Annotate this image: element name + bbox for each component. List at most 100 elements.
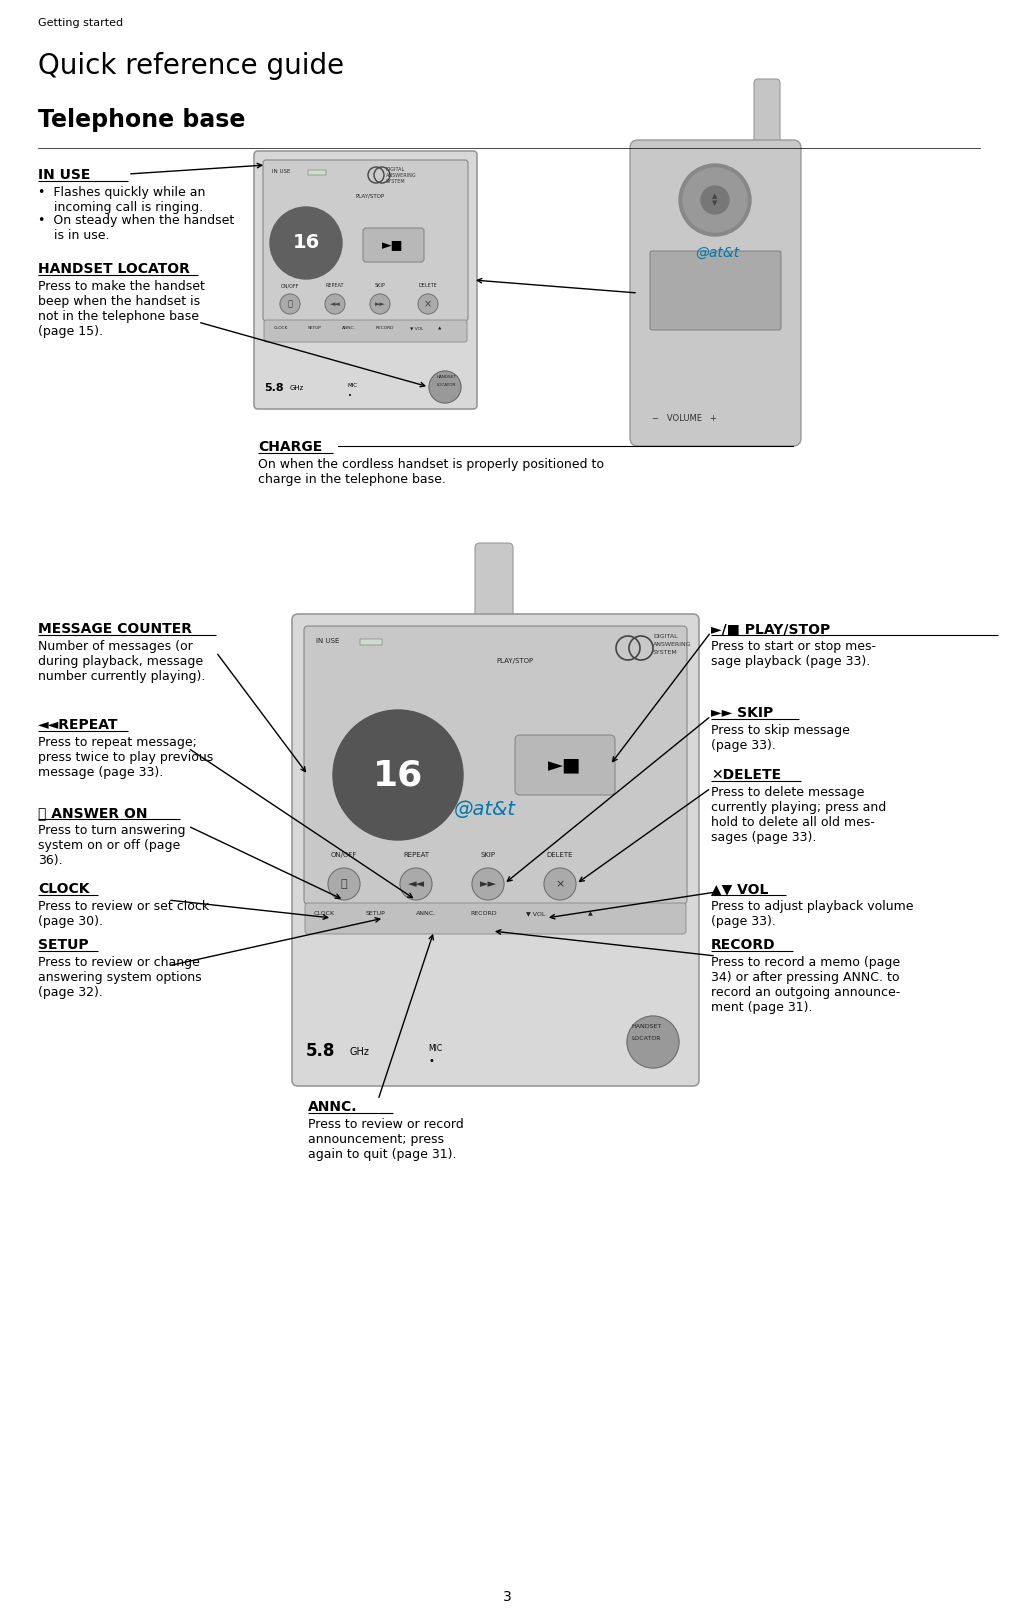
- Text: @at&t: @at&t: [695, 247, 739, 260]
- Text: DELETE: DELETE: [547, 852, 573, 858]
- Circle shape: [333, 710, 463, 840]
- Circle shape: [270, 208, 342, 279]
- Text: DELETE: DELETE: [419, 282, 437, 289]
- Text: Quick reference guide: Quick reference guide: [38, 52, 344, 79]
- Text: Press to delete message
currently playing; press and
hold to delete all old mes-: Press to delete message currently playin…: [711, 787, 886, 843]
- Text: ►■: ►■: [549, 756, 582, 774]
- Text: ✕DELETE: ✕DELETE: [711, 767, 781, 782]
- Text: •: •: [348, 393, 352, 399]
- Text: ANSWERING: ANSWERING: [386, 174, 417, 178]
- Text: MIC: MIC: [348, 383, 358, 388]
- Text: MESSAGE COUNTER: MESSAGE COUNTER: [38, 621, 192, 636]
- Text: ▲▼ VOL: ▲▼ VOL: [711, 882, 769, 895]
- Text: ►► SKIP: ►► SKIP: [711, 706, 774, 720]
- Text: PLAY/STOP: PLAY/STOP: [356, 193, 385, 198]
- Text: Number of messages (or
during playback, message
number currently playing).: Number of messages (or during playback, …: [38, 641, 206, 683]
- Text: RECORD: RECORD: [376, 326, 394, 329]
- Text: •  On steady when the handset
    is in use.: • On steady when the handset is in use.: [38, 214, 234, 242]
- Text: ►/■ PLAY/STOP: ►/■ PLAY/STOP: [711, 621, 830, 636]
- Text: 5.8: 5.8: [264, 383, 284, 393]
- Text: Press to adjust playback volume
(page 33).: Press to adjust playback volume (page 33…: [711, 900, 914, 928]
- Text: ⏻: ⏻: [341, 879, 348, 889]
- Text: LOCATOR: LOCATOR: [631, 1036, 660, 1041]
- Text: ×: ×: [424, 298, 432, 310]
- Text: ►►: ►►: [374, 302, 385, 307]
- Text: 16: 16: [373, 757, 423, 792]
- Text: Telephone base: Telephone base: [38, 109, 245, 131]
- Text: IN USE: IN USE: [316, 637, 340, 644]
- Text: ◄◄REPEAT: ◄◄REPEAT: [38, 719, 119, 732]
- Text: CLOCK: CLOCK: [274, 326, 288, 329]
- Text: HANDSET: HANDSET: [631, 1023, 661, 1028]
- Text: •: •: [428, 1056, 434, 1066]
- Circle shape: [280, 294, 300, 315]
- Circle shape: [325, 294, 345, 315]
- Text: DIGITAL: DIGITAL: [386, 167, 406, 172]
- FancyBboxPatch shape: [264, 320, 467, 342]
- Text: ◄◄: ◄◄: [408, 879, 425, 889]
- Text: ▲: ▲: [588, 912, 593, 916]
- Text: SYSTEM: SYSTEM: [653, 650, 677, 655]
- Text: 5.8: 5.8: [306, 1041, 336, 1061]
- Text: SKIP: SKIP: [481, 852, 496, 858]
- FancyBboxPatch shape: [630, 139, 801, 446]
- Text: HANDSET LOCATOR: HANDSET LOCATOR: [38, 263, 190, 276]
- Text: ×: ×: [556, 879, 565, 889]
- Text: IN USE: IN USE: [38, 169, 90, 182]
- Text: 16: 16: [292, 234, 319, 253]
- Text: LOCATOR: LOCATOR: [437, 383, 456, 388]
- Circle shape: [418, 294, 438, 315]
- Text: Press to review or set clock
(page 30).: Press to review or set clock (page 30).: [38, 900, 209, 928]
- Text: ►■: ►■: [382, 238, 404, 251]
- Text: ANNC.: ANNC.: [342, 326, 356, 329]
- Circle shape: [683, 169, 747, 232]
- Text: ON/OFF: ON/OFF: [281, 282, 299, 289]
- Text: SETUP: SETUP: [308, 326, 321, 329]
- Circle shape: [701, 187, 729, 214]
- Circle shape: [627, 1015, 679, 1067]
- Text: −   VOLUME   +: − VOLUME +: [652, 414, 717, 423]
- Text: PLAY/STOP: PLAY/STOP: [497, 659, 533, 663]
- Text: CLOCK: CLOCK: [314, 912, 335, 916]
- Text: ▲
▼: ▲ ▼: [712, 193, 718, 206]
- FancyBboxPatch shape: [515, 735, 615, 795]
- Text: ⏻ ANSWER ON: ⏻ ANSWER ON: [38, 806, 147, 821]
- Text: Press to review or change
answering system options
(page 32).: Press to review or change answering syst…: [38, 955, 202, 999]
- Text: Press to skip message
(page 33).: Press to skip message (page 33).: [711, 723, 850, 753]
- FancyBboxPatch shape: [754, 79, 780, 157]
- Text: Press to repeat message;
press ​twice​ to play previous
message (page 33).: Press to repeat message; press ​twice​ t…: [38, 736, 213, 779]
- Text: @at&t: @at&t: [454, 800, 516, 819]
- FancyBboxPatch shape: [305, 903, 686, 934]
- Text: Press to start or stop mes-
sage playback (page 33).: Press to start or stop mes- sage playbac…: [711, 641, 876, 668]
- FancyBboxPatch shape: [263, 161, 468, 321]
- Text: Press to record a memo (page
34) or after pressing ANNC. to
record an outgoing a: Press to record a memo (page 34) or afte…: [711, 955, 900, 1014]
- Text: DIGITAL: DIGITAL: [653, 634, 677, 639]
- FancyBboxPatch shape: [292, 615, 699, 1087]
- Text: Press to review or record
announcement; press
again to quit (page 31).: Press to review or record announcement; …: [308, 1118, 463, 1161]
- Text: SKIP: SKIP: [374, 282, 385, 289]
- Text: GHz: GHz: [350, 1046, 370, 1058]
- Circle shape: [328, 868, 360, 900]
- Text: 3: 3: [503, 1590, 511, 1604]
- Text: REPEAT: REPEAT: [403, 852, 429, 858]
- Text: Getting started: Getting started: [38, 18, 123, 28]
- Text: •  Flashes quickly while an
    incoming call is ringing.: • Flashes quickly while an incoming call…: [38, 187, 206, 214]
- Text: MIC: MIC: [428, 1045, 442, 1053]
- Text: ▼ VOL: ▼ VOL: [526, 912, 546, 916]
- FancyBboxPatch shape: [304, 626, 687, 903]
- Text: ANSWERING: ANSWERING: [653, 642, 692, 647]
- Text: CHARGE: CHARGE: [258, 440, 322, 454]
- Text: Press to turn answering
system on or off (page
36).: Press to turn answering system on or off…: [38, 824, 186, 868]
- Text: RECORD: RECORD: [711, 938, 776, 952]
- FancyBboxPatch shape: [363, 229, 424, 263]
- Bar: [360, 639, 382, 646]
- Text: ⏻: ⏻: [288, 300, 292, 308]
- Text: IN USE: IN USE: [272, 169, 290, 174]
- Circle shape: [370, 294, 390, 315]
- FancyBboxPatch shape: [254, 151, 477, 409]
- Circle shape: [544, 868, 576, 900]
- Circle shape: [429, 371, 461, 402]
- Text: SETUP: SETUP: [366, 912, 385, 916]
- FancyBboxPatch shape: [650, 251, 781, 329]
- Text: On when the cordless handset is properly positioned to
charge in the telephone b: On when the cordless handset is properly…: [258, 457, 604, 487]
